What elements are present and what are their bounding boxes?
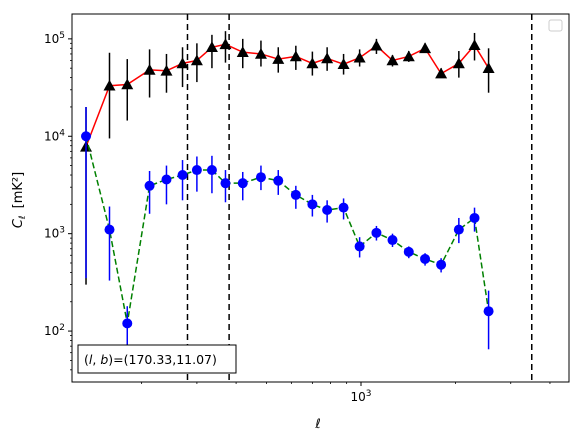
data-point <box>160 64 173 76</box>
data-point <box>103 79 116 91</box>
y-axis-label-symbol: C <box>11 218 26 228</box>
data-point <box>290 189 301 200</box>
x-axis-label: ℓ <box>314 417 320 432</box>
y-axis-label-subscript: ℓ <box>18 215 28 220</box>
y-tick-label: 103 <box>44 226 65 241</box>
data-point <box>190 54 203 66</box>
data-point <box>255 172 266 183</box>
series-line <box>85 43 490 148</box>
annotation-box <box>77 344 237 374</box>
x-tick-label: 103 <box>350 389 371 404</box>
data-point <box>177 170 188 181</box>
data-point <box>143 63 156 75</box>
series-line <box>85 136 490 324</box>
data-point <box>371 227 382 238</box>
data-point <box>483 306 494 317</box>
data-point <box>306 57 319 69</box>
data-point <box>468 39 481 51</box>
data-point <box>144 180 155 191</box>
data-point <box>337 58 350 69</box>
data-point <box>482 62 495 73</box>
y-tick-label: 104 <box>44 128 65 143</box>
data-point <box>289 50 302 62</box>
data-point <box>206 165 217 176</box>
data-point <box>104 224 115 235</box>
y-axis-label: Cℓ [mK²] <box>11 172 28 228</box>
data-point <box>321 52 334 64</box>
data-point <box>403 246 414 257</box>
data-point <box>161 174 172 185</box>
data-point <box>353 51 366 63</box>
data-point <box>273 175 284 186</box>
y-axis-label-unit: [mK²] <box>11 172 26 209</box>
data-point <box>420 253 431 264</box>
data-point <box>307 199 318 210</box>
data-point <box>453 224 464 235</box>
axis-ticks: 102 103 104 105 103 <box>44 31 551 404</box>
data-point <box>272 53 285 64</box>
y-tick-label: 105 <box>44 31 65 46</box>
data-point <box>435 67 448 79</box>
data-point <box>191 165 202 176</box>
data-point <box>220 178 231 189</box>
data-point <box>387 235 398 246</box>
data-point <box>370 39 383 51</box>
data-point <box>452 57 465 69</box>
axes-frame <box>71 13 570 383</box>
data-point <box>354 241 365 252</box>
y-tick-label: 102 <box>44 323 65 338</box>
data-point <box>322 204 333 215</box>
data-point <box>402 50 415 62</box>
data-point <box>419 42 432 54</box>
data-point <box>338 202 349 213</box>
data-point <box>122 318 133 329</box>
data-point <box>176 57 189 69</box>
plot-area <box>80 14 533 382</box>
legend-box <box>548 19 563 32</box>
data-point <box>254 47 267 59</box>
data-point <box>81 131 92 142</box>
annotation: (l, b)=(170.33,11.07) <box>77 344 237 374</box>
data-point <box>237 178 248 189</box>
data-point <box>219 38 232 50</box>
data-point <box>121 78 134 90</box>
data-point <box>386 54 399 66</box>
data-point <box>469 212 480 223</box>
data-point <box>236 46 249 57</box>
data-point <box>436 259 447 270</box>
data-point <box>205 41 218 53</box>
annotation-text: (l, b)=(170.33,11.07) <box>84 352 217 367</box>
